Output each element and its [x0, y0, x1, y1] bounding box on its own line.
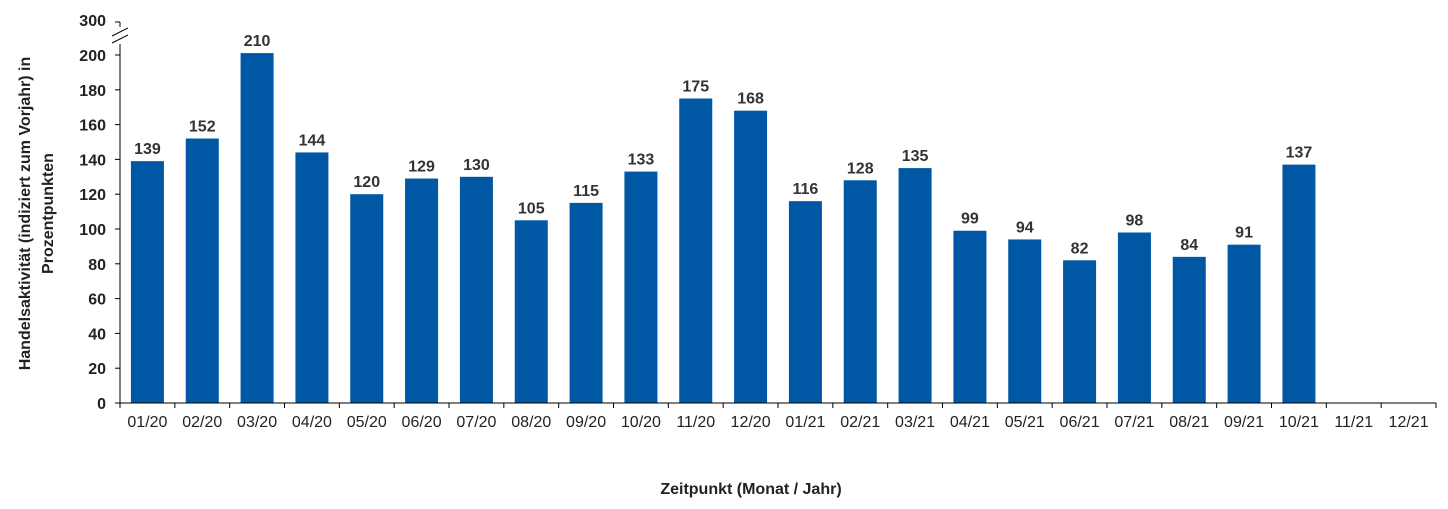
y-tick-label-80: 80 — [88, 257, 106, 274]
x-tick-label-04-21: 04/21 — [950, 414, 990, 431]
x-tick-label-10-21: 10/21 — [1279, 414, 1319, 431]
data-label-04-20: 144 — [299, 132, 326, 149]
y-tick-label-200: 200 — [79, 48, 106, 65]
y-tick-label-40: 40 — [88, 326, 106, 343]
data-label-09-21: 91 — [1235, 225, 1253, 242]
x-tick-label-06-20: 06/20 — [402, 414, 442, 431]
bar-01-21 — [788, 201, 822, 403]
x-axis-title: Zeitpunkt (Monat / Jahr) — [660, 481, 841, 498]
bar-07-21 — [1117, 232, 1151, 403]
x-tick-label-04-20: 04/20 — [292, 414, 332, 431]
data-label-10-21: 137 — [1286, 145, 1313, 162]
bar-10-20 — [624, 171, 658, 403]
data-label-11-20: 175 — [682, 79, 709, 96]
data-label-02-20: 152 — [189, 119, 216, 136]
y-tick-label-120: 120 — [79, 187, 106, 204]
x-tick-label-08-21: 08/21 — [1169, 414, 1209, 431]
bar-04-21 — [953, 230, 987, 403]
data-label-10-20: 133 — [628, 152, 655, 169]
x-tick-label-09-21: 09/21 — [1224, 414, 1264, 431]
y-tick-label-60: 60 — [88, 292, 106, 309]
x-tick-label-12-20: 12/20 — [731, 414, 771, 431]
bar-03-20 — [240, 53, 274, 403]
x-tick-label-03-20: 03/20 — [237, 414, 277, 431]
x-tick-label-05-21: 05/21 — [1005, 414, 1045, 431]
x-tick-label-12-21: 12/21 — [1389, 414, 1429, 431]
x-tick-label-02-21: 02/21 — [840, 414, 880, 431]
bar-03-21 — [898, 168, 932, 403]
bar-06-20 — [405, 178, 439, 403]
data-label-08-21: 84 — [1180, 237, 1198, 254]
bar-09-20 — [569, 202, 603, 403]
x-tick-label-01-21: 01/21 — [785, 414, 825, 431]
y-tick-label-180: 180 — [79, 83, 106, 100]
bar-06-21 — [1063, 260, 1097, 403]
x-tick-label-01-20: 01/20 — [127, 414, 167, 431]
bar-05-20 — [350, 194, 384, 403]
x-tick-label-09-20: 09/20 — [566, 414, 606, 431]
bar-11-20 — [679, 98, 713, 403]
data-label-03-20: 210 — [244, 33, 271, 50]
data-label-07-20: 130 — [463, 157, 490, 174]
y-axis-title-line-1: Handelsaktivität (indiziert zum Vorjahr)… — [17, 57, 34, 371]
x-tick-label-05-20: 05/20 — [347, 414, 387, 431]
y-tick-label-0: 0 — [97, 396, 106, 413]
y-axis-title-line-2: Prozentpunkten — [40, 153, 57, 274]
data-label-01-20: 139 — [134, 141, 161, 158]
data-label-12-20: 168 — [737, 91, 764, 108]
x-tick-label-07-20: 07/20 — [456, 414, 496, 431]
x-tick-label-10-20: 10/20 — [621, 414, 661, 431]
x-tick-label-08-20: 08/20 — [511, 414, 551, 431]
bar-12-20 — [734, 110, 768, 404]
data-label-05-20: 120 — [353, 174, 380, 191]
x-tick-label-11-20: 11/20 — [676, 414, 715, 431]
bar-08-21 — [1172, 256, 1206, 403]
bar-01-20 — [130, 161, 164, 403]
data-label-08-20: 105 — [518, 200, 545, 217]
bar-02-21 — [843, 180, 877, 403]
data-label-07-21: 98 — [1126, 212, 1144, 229]
x-tick-label-06-21: 06/21 — [1060, 414, 1100, 431]
bar-10-21 — [1282, 164, 1316, 403]
data-label-04-21: 99 — [961, 211, 979, 228]
x-tick-label-03-21: 03/21 — [895, 414, 935, 431]
data-label-03-21: 135 — [902, 148, 929, 165]
data-label-09-20: 115 — [573, 183, 599, 200]
data-label-06-20: 129 — [408, 159, 435, 176]
y-tick-label-20: 20 — [88, 361, 106, 378]
x-tick-label-11-21: 11/21 — [1334, 414, 1373, 431]
data-label-05-21: 94 — [1016, 219, 1034, 236]
data-label-01-21: 116 — [793, 181, 819, 198]
bar-08-20 — [514, 220, 548, 403]
axis-break-mark-1 — [111, 27, 129, 37]
axis-break-mark-2 — [111, 34, 129, 44]
x-tick-label-07-21: 07/21 — [1114, 414, 1154, 431]
y-tick-label-140: 140 — [79, 152, 106, 169]
y-tick-label-break: 300 — [79, 13, 106, 30]
bar-04-20 — [295, 152, 329, 403]
y-tick-label-160: 160 — [79, 118, 106, 135]
data-label-06-21: 82 — [1071, 240, 1089, 257]
x-tick-label-02-20: 02/20 — [182, 414, 222, 431]
bar-05-21 — [1008, 239, 1042, 403]
bar-02-20 — [185, 138, 219, 403]
data-label-02-21: 128 — [847, 160, 874, 177]
bar-09-21 — [1227, 244, 1261, 403]
bar-07-20 — [459, 176, 493, 403]
y-tick-label-100: 100 — [79, 222, 106, 239]
